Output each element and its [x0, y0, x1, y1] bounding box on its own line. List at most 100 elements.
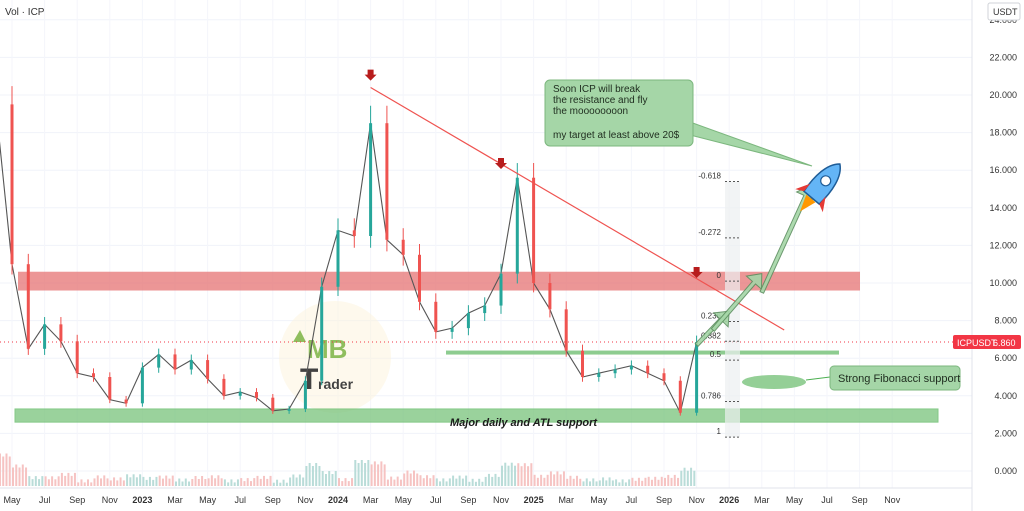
volume-bar: [641, 480, 644, 486]
candle-body: [271, 397, 275, 411]
fib-support-label[interactable]: Strong Fibonacci support: [829, 365, 961, 391]
volume-bar: [194, 476, 197, 486]
last-price-tag[interactable]: ICPUSDT 6.860: [953, 335, 1021, 350]
volume-bar: [341, 481, 344, 486]
volume-bar: [670, 477, 673, 486]
atl-support-label: Major daily and ATL support: [450, 417, 598, 429]
candle-body: [189, 360, 193, 370]
volume-bar: [677, 477, 680, 486]
volume-bar: [422, 478, 425, 486]
x-tick-label: 2024: [328, 495, 348, 505]
candle-body: [499, 273, 503, 306]
candle-body: [483, 305, 487, 314]
volume-bar: [357, 463, 360, 486]
projection-arrow: [710, 273, 763, 333]
volume-bar: [650, 479, 653, 486]
volume-bar: [142, 476, 145, 486]
target-callout[interactable]: Soon ICP will break the resistance and f…: [544, 79, 813, 167]
candle-body: [26, 264, 30, 349]
volume-bar: [240, 478, 243, 486]
volume-bar: [624, 482, 627, 486]
candle-body: [597, 373, 601, 377]
x-tick-label: Mar: [754, 495, 770, 505]
volume-bar: [184, 478, 187, 486]
volume-bar: [514, 465, 517, 486]
x-tick-label: Mar: [558, 495, 574, 505]
fib-level-label: -0.618: [698, 171, 721, 180]
volume-bar: [344, 478, 347, 486]
candle-body: [369, 123, 373, 236]
candle-body: [401, 239, 405, 255]
volume-bar: [41, 476, 44, 486]
x-tick-label: May: [395, 495, 413, 505]
volume-bar: [370, 464, 373, 486]
volume-bar: [18, 467, 21, 486]
volume-bar: [116, 480, 119, 486]
y-tick-label: 8.000: [994, 316, 1017, 326]
support-line: [446, 350, 839, 355]
volume-bar: [465, 475, 468, 486]
volume-bar: [135, 477, 138, 486]
candle-body: [515, 177, 519, 274]
candle-body: [434, 301, 438, 332]
volume-bar: [494, 473, 497, 486]
volume-bar: [637, 477, 640, 486]
volume-bar: [582, 481, 585, 486]
volume-bar: [426, 475, 429, 486]
x-tick-label: May: [786, 495, 804, 505]
y-tick-label: 20.000: [989, 90, 1017, 100]
candle-body: [206, 360, 210, 379]
volume-bar: [236, 479, 239, 486]
candle-body: [59, 324, 63, 342]
volume-bar: [243, 481, 246, 486]
candle-body: [678, 380, 682, 413]
volume-bar: [47, 479, 50, 486]
volume-bar: [276, 479, 279, 486]
volume-bar: [328, 471, 331, 486]
volume-bar: [497, 476, 500, 486]
volume-bar: [34, 476, 37, 486]
volume-indicator-label[interactable]: Vol · ICP: [5, 7, 45, 18]
volume-bar: [647, 476, 650, 486]
volume-bar: [458, 475, 461, 486]
peak-marker-icon: [495, 157, 507, 169]
volume-bar: [562, 471, 565, 486]
volume-bar: [471, 478, 474, 486]
currency-badge[interactable]: USDT: [987, 2, 1021, 21]
callout-box: [544, 79, 694, 147]
volume-bar: [399, 479, 402, 486]
volume-bar: [364, 463, 367, 486]
volume-bar: [207, 478, 210, 486]
time-axis[interactable]: May Jul Sep Nov 2023 Mar May Jul Sep Nov 2024 Mar Ma…: [0, 487, 972, 505]
volume-bar: [233, 482, 236, 486]
volume-bar: [660, 476, 663, 486]
volume-bar: [96, 475, 99, 486]
volume-bar: [380, 461, 383, 486]
watermark-logo: MB T rader: [279, 301, 391, 413]
rocket-icon: [795, 163, 841, 213]
volume-bar: [282, 479, 285, 486]
volume-bar: [0, 453, 1, 486]
volume-bar: [324, 474, 327, 486]
fib-level-label: 0: [717, 271, 722, 280]
x-tick-label: Nov: [102, 495, 119, 505]
volume-bar: [106, 478, 109, 486]
volume-bar: [409, 473, 412, 486]
volume-bar: [175, 481, 177, 486]
candle-body: [238, 392, 242, 396]
candle-body: [418, 254, 421, 302]
volume-bar: [491, 476, 494, 486]
x-tick-label: Jul: [626, 495, 638, 505]
volume-bar: [579, 478, 582, 486]
candle-body: [646, 365, 650, 374]
volume-bar: [220, 478, 223, 486]
x-tick-label: Sep: [460, 495, 476, 505]
volume-bar: [318, 466, 321, 486]
volume-bar: [452, 475, 455, 486]
volume-bar: [321, 471, 324, 486]
volume-bar: [256, 475, 259, 486]
volume-bar: [214, 478, 217, 486]
fib-level-label: 0.382: [701, 331, 722, 340]
